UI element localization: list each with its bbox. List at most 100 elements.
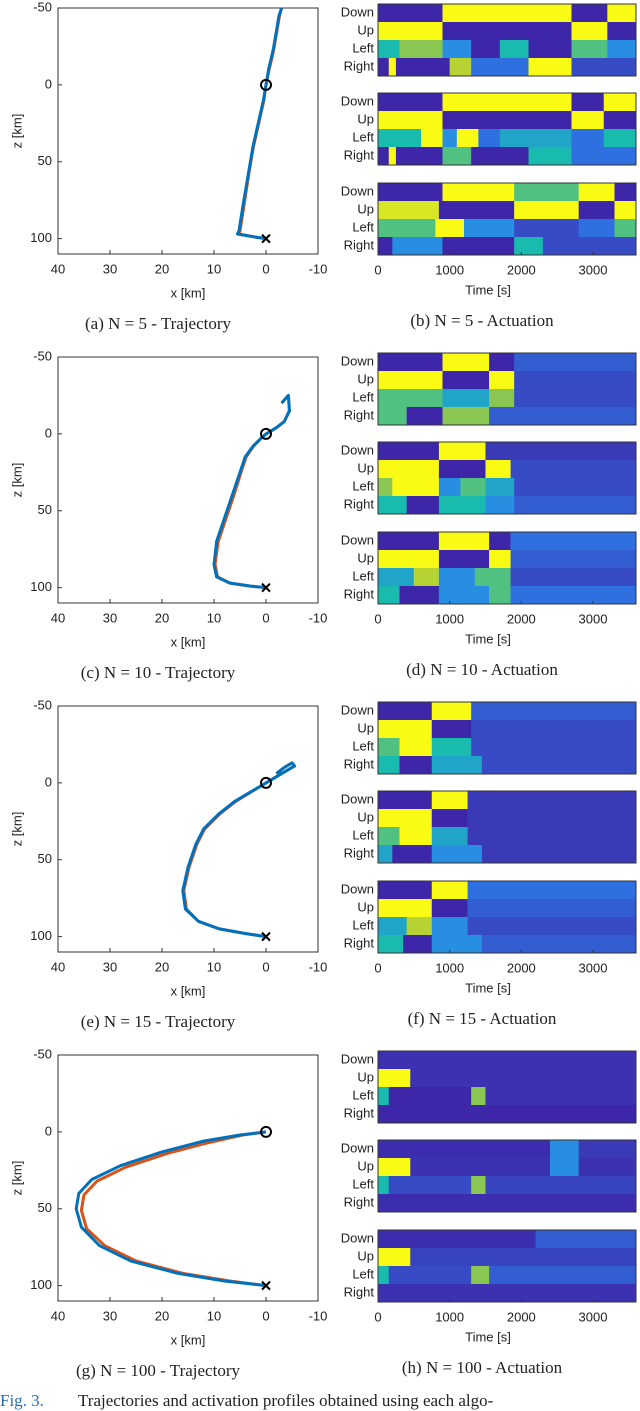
target-marker xyxy=(261,931,271,942)
caption: (d) N = 10 - Actuation xyxy=(406,660,558,679)
x-axis-label: Time [s] xyxy=(465,631,511,646)
x-tick-label: 2000 xyxy=(507,960,536,975)
actuation-cell xyxy=(399,756,433,774)
actuation-cell xyxy=(378,1284,637,1302)
actuation-cell xyxy=(378,1069,411,1087)
actuation-cell xyxy=(378,1158,411,1176)
trajectory-line xyxy=(181,761,297,939)
row-label: Up xyxy=(357,550,374,565)
actuation-cell xyxy=(578,1158,637,1176)
panel-frame xyxy=(377,1050,637,1124)
actuation-cell xyxy=(378,1105,637,1123)
actuation-cell xyxy=(442,353,490,371)
actuation-cell xyxy=(442,371,490,389)
x-tick-label: 0 xyxy=(262,959,269,974)
caption: (e) N = 15 - Trajectory xyxy=(81,1012,236,1031)
actuation-cell xyxy=(550,1158,579,1176)
row-label: Down xyxy=(341,532,374,547)
row-label: Left xyxy=(352,827,374,842)
actuation-cell xyxy=(410,1158,551,1176)
actuation-cell xyxy=(395,147,443,165)
row-label: Right xyxy=(344,58,375,73)
actuation-cell xyxy=(431,702,472,720)
y-tick-label: -50 xyxy=(33,0,52,14)
row-label: Up xyxy=(357,201,374,216)
actuation-cell xyxy=(431,720,472,738)
actuation-cell xyxy=(431,827,468,845)
panel-frame xyxy=(377,3,637,77)
x-tick-label: 2000 xyxy=(507,611,536,626)
x-tick-label: -10 xyxy=(309,610,328,625)
row-label: Right xyxy=(344,407,375,422)
x-tick-label: 0 xyxy=(262,1308,269,1323)
actuation-cell xyxy=(378,738,400,756)
actuation-cell xyxy=(471,738,637,756)
actuation-cell xyxy=(460,478,486,496)
plot-area xyxy=(57,705,319,953)
actuation-cell xyxy=(395,58,450,76)
y-axis-label: z [km] xyxy=(9,114,24,149)
x-tick-label: 40 xyxy=(51,610,65,625)
actuation-cell xyxy=(514,183,579,201)
actuation-cell xyxy=(399,738,433,756)
actuation-cell xyxy=(489,389,515,407)
row-label: Up xyxy=(357,371,374,386)
x-axis-label: Time [s] xyxy=(465,980,511,995)
actuation-cell xyxy=(514,237,544,255)
actuation-cell xyxy=(378,845,393,863)
actuation-cell xyxy=(467,917,637,935)
y-tick-label: -50 xyxy=(33,1046,52,1061)
x-tick-label: 40 xyxy=(51,1308,65,1323)
row-label: Down xyxy=(341,353,374,368)
row-label: Left xyxy=(352,917,374,932)
actuation-cell xyxy=(471,1087,486,1105)
actuation-cell xyxy=(378,1248,411,1266)
panel-frame xyxy=(377,880,637,954)
actuation-cell xyxy=(442,147,472,165)
panel-frame xyxy=(377,1229,637,1303)
actuation-cell xyxy=(442,389,490,407)
actuation-cell xyxy=(431,809,468,827)
actuation-cell xyxy=(481,845,637,863)
panel-frame xyxy=(377,531,637,605)
trajectory-line xyxy=(74,1130,267,1288)
actuation-cell xyxy=(431,935,483,953)
panel-frame xyxy=(377,701,637,775)
actuation-cell xyxy=(514,353,637,371)
actuation-cell xyxy=(489,353,515,371)
x-tick-label: 40 xyxy=(51,959,65,974)
row-label: Up xyxy=(357,1158,374,1173)
actuation-cell xyxy=(438,586,490,604)
row-label: Down xyxy=(341,183,374,198)
actuation-cell xyxy=(442,183,515,201)
y-axis-label: z [km] xyxy=(9,463,24,498)
actuation-cell xyxy=(431,899,468,917)
caption: (c) N = 10 - Trajectory xyxy=(81,663,236,682)
actuation-cell xyxy=(378,881,433,899)
row-label: Right xyxy=(344,845,375,860)
row-label: Up xyxy=(357,111,374,126)
actuation-cell xyxy=(607,22,637,40)
actuation-cell xyxy=(378,756,400,774)
row-label: Up xyxy=(357,1248,374,1263)
actuation-cell xyxy=(578,219,615,237)
actuation-cell xyxy=(510,550,637,568)
actuation-cell xyxy=(378,917,407,935)
y-tick-label: 0 xyxy=(45,1123,52,1138)
row-label: Left xyxy=(352,478,374,493)
x-tick-label: 3000 xyxy=(579,960,608,975)
row-label: Up xyxy=(357,460,374,475)
y-axis-label: z [km] xyxy=(9,1161,24,1196)
x-axis-label: x [km] xyxy=(171,1332,206,1347)
x-tick-label: 0 xyxy=(374,262,381,277)
x-tick-label: 20 xyxy=(155,1308,169,1323)
actuation-cell xyxy=(510,532,637,550)
x-tick-label: 10 xyxy=(207,1308,221,1323)
actuation-cell xyxy=(378,111,443,129)
actuation-cell xyxy=(485,442,637,460)
y-tick-label: -50 xyxy=(33,348,52,363)
actuation-cell xyxy=(603,129,637,147)
actuation-cell xyxy=(514,389,637,407)
actuation-cell xyxy=(388,1087,472,1105)
actuation-cell xyxy=(528,58,572,76)
